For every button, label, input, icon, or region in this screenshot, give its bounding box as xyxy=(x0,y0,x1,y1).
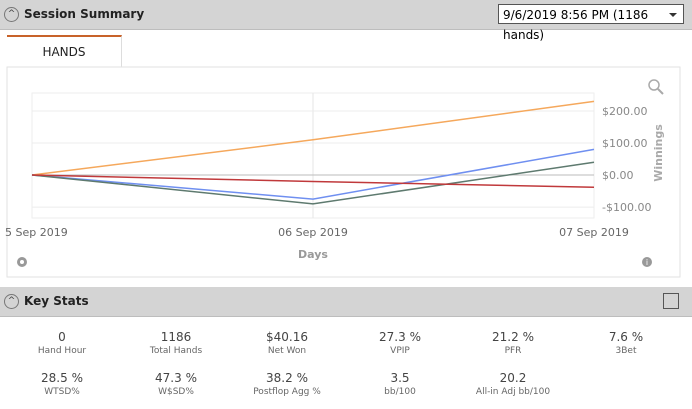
y-tick-label: -$100.00 xyxy=(602,201,651,214)
stat: 38.2 % Postflop Agg % xyxy=(232,371,342,397)
stat: 28.5 % WTSD% xyxy=(7,371,117,397)
stat-label: Total Hands xyxy=(149,346,203,356)
stat: 3.5 bb/100 xyxy=(345,371,455,397)
y-tick-label: $100.00 xyxy=(602,137,648,150)
series-line xyxy=(31,174,595,188)
stat-value: $40.16 xyxy=(266,330,308,344)
y-tick-label: $200.00 xyxy=(602,105,648,118)
stat-value: 21.2 % xyxy=(492,330,534,344)
x-tick-label: 06 Sep 2019 xyxy=(278,226,348,239)
tab[interactable]: HANDS xyxy=(7,35,122,68)
stat: 21.2 % PFR xyxy=(458,330,568,356)
session-dropdown[interactable]: 9/6/2019 8:56 PM (1186 hands) xyxy=(498,4,684,42)
stat: 47.3 % W$SD% xyxy=(121,371,231,397)
key-stats-header: ^ Key Stats xyxy=(0,287,692,317)
stat: 27.3 % VPIP xyxy=(345,330,455,356)
x-axis-label: Days xyxy=(298,248,328,261)
stat-label: W$SD% xyxy=(158,387,194,397)
zoom-icon[interactable] xyxy=(648,79,664,95)
stat-value: 27.3 % xyxy=(379,330,421,344)
info-icon[interactable]: i xyxy=(642,257,652,267)
settings-icon[interactable] xyxy=(17,257,27,267)
collapse-button[interactable]: ^ xyxy=(4,294,19,309)
section-title: Session Summary xyxy=(24,7,145,21)
stat: 1186 Total Hands xyxy=(121,330,231,356)
stat: 0 Hand Hour xyxy=(7,330,117,356)
stat: 20.2 All-in Adj bb/100 xyxy=(458,371,568,397)
y-axis-label: Winnings xyxy=(652,124,665,182)
x-tick-label: 5 Sep 2019 xyxy=(5,226,68,239)
series-line xyxy=(31,148,595,200)
stat-value: 38.2 % xyxy=(266,371,308,385)
series-line xyxy=(31,100,595,176)
stat-label: 3Bet xyxy=(615,346,637,356)
stat-value: 47.3 % xyxy=(155,371,197,385)
layout-button[interactable] xyxy=(663,293,679,309)
stat-label: Postflop Agg % xyxy=(253,387,321,397)
stat-value: 28.5 % xyxy=(41,371,83,385)
series-line xyxy=(31,161,595,205)
stat-label: bb/100 xyxy=(384,387,416,397)
stat-value: 20.2 xyxy=(499,371,527,385)
stat: $40.16 Net Won xyxy=(232,330,342,356)
stat-label: Hand Hour xyxy=(37,346,87,356)
stat: 7.6 % 3Bet xyxy=(571,330,681,356)
stat-value: 3.5 xyxy=(390,371,410,385)
stat-label: PFR xyxy=(504,346,522,356)
collapse-button[interactable]: ^ xyxy=(4,7,19,22)
chart-frame xyxy=(6,66,681,278)
stat-label: All-in Adj bb/100 xyxy=(475,387,551,397)
stat-value: 0 xyxy=(58,330,66,344)
chart: i 5 Sep 2019 06 Sep 2019 07 Sep 2019 -$100.… xyxy=(5,66,681,278)
y-tick-label: $0.00 xyxy=(602,169,634,182)
stat-label: Net Won xyxy=(267,346,307,356)
stat-label: WTSD% xyxy=(44,387,80,397)
session-header: ^ Session Summary 9/6/2019 8:56 PM (1186… xyxy=(0,0,692,42)
stat-label: VPIP xyxy=(390,346,410,356)
stat-value: 1186 xyxy=(160,330,192,344)
x-tick-label: 07 Sep 2019 xyxy=(559,226,629,239)
section-title: Key Stats xyxy=(24,294,89,308)
stat-value: 7.6 % xyxy=(608,330,644,344)
svg-text:i: i xyxy=(646,258,648,267)
